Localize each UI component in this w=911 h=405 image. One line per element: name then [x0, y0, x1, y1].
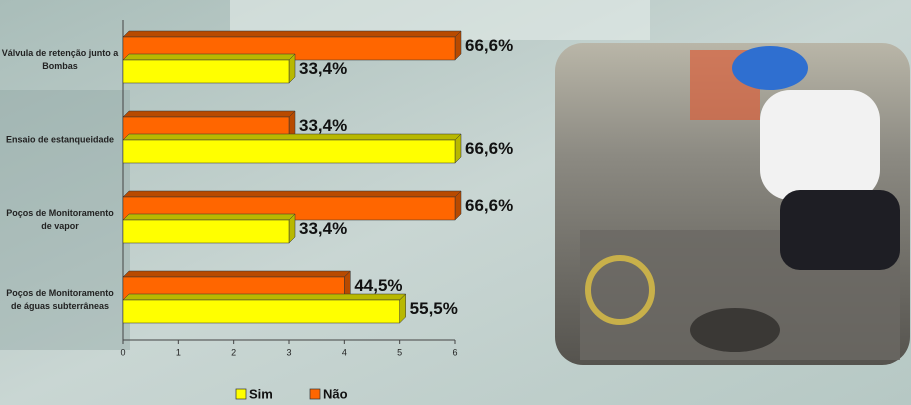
x-tick-label: 3: [286, 347, 291, 357]
data-label: 66,6%: [465, 139, 513, 158]
data-label: 66,6%: [465, 196, 513, 215]
x-tick-label: 1: [176, 347, 181, 357]
data-label: 66,6%: [465, 36, 513, 55]
x-tick-label: 5: [397, 347, 402, 357]
data-label: 33,4%: [299, 59, 347, 78]
bar-side: [122, 53, 296, 61]
bar: [122, 59, 290, 84]
bar-side: [122, 133, 462, 141]
x-tick-label: 4: [342, 347, 347, 357]
legend-label: Sim: [249, 386, 273, 401]
bar: [122, 219, 290, 244]
bar-side: [122, 30, 462, 38]
y-tick-label: Ensaio de estanqueidade: [5, 134, 115, 145]
legend-swatch: [309, 388, 321, 400]
y-tick-label: Poços de Monitoramento de vapor: [6, 208, 114, 231]
bar-side: [122, 213, 296, 221]
data-label: 33,4%: [299, 116, 347, 135]
bar-side: [122, 110, 296, 118]
bar-side: [122, 293, 407, 301]
x-tick-label: 0: [120, 347, 125, 357]
background-building: [0, 90, 130, 350]
legend-swatch: [235, 388, 247, 400]
photo: [555, 43, 910, 365]
bar-side: [122, 270, 351, 278]
legend-label: Não: [323, 386, 348, 401]
bar: [122, 139, 456, 164]
data-label: 33,4%: [299, 219, 347, 238]
bar: [122, 299, 400, 324]
y-tick-label: Poços de Monitoramento de águas subterrâ…: [6, 288, 114, 311]
data-label: 55,5%: [410, 299, 458, 318]
x-tick-label: 2: [231, 347, 236, 357]
data-label: 44,5%: [354, 276, 402, 295]
x-tick-label: 6: [452, 347, 457, 357]
y-tick-label: Válvula de retenção junto a Bombas: [1, 48, 119, 71]
bar-side: [122, 190, 462, 198]
